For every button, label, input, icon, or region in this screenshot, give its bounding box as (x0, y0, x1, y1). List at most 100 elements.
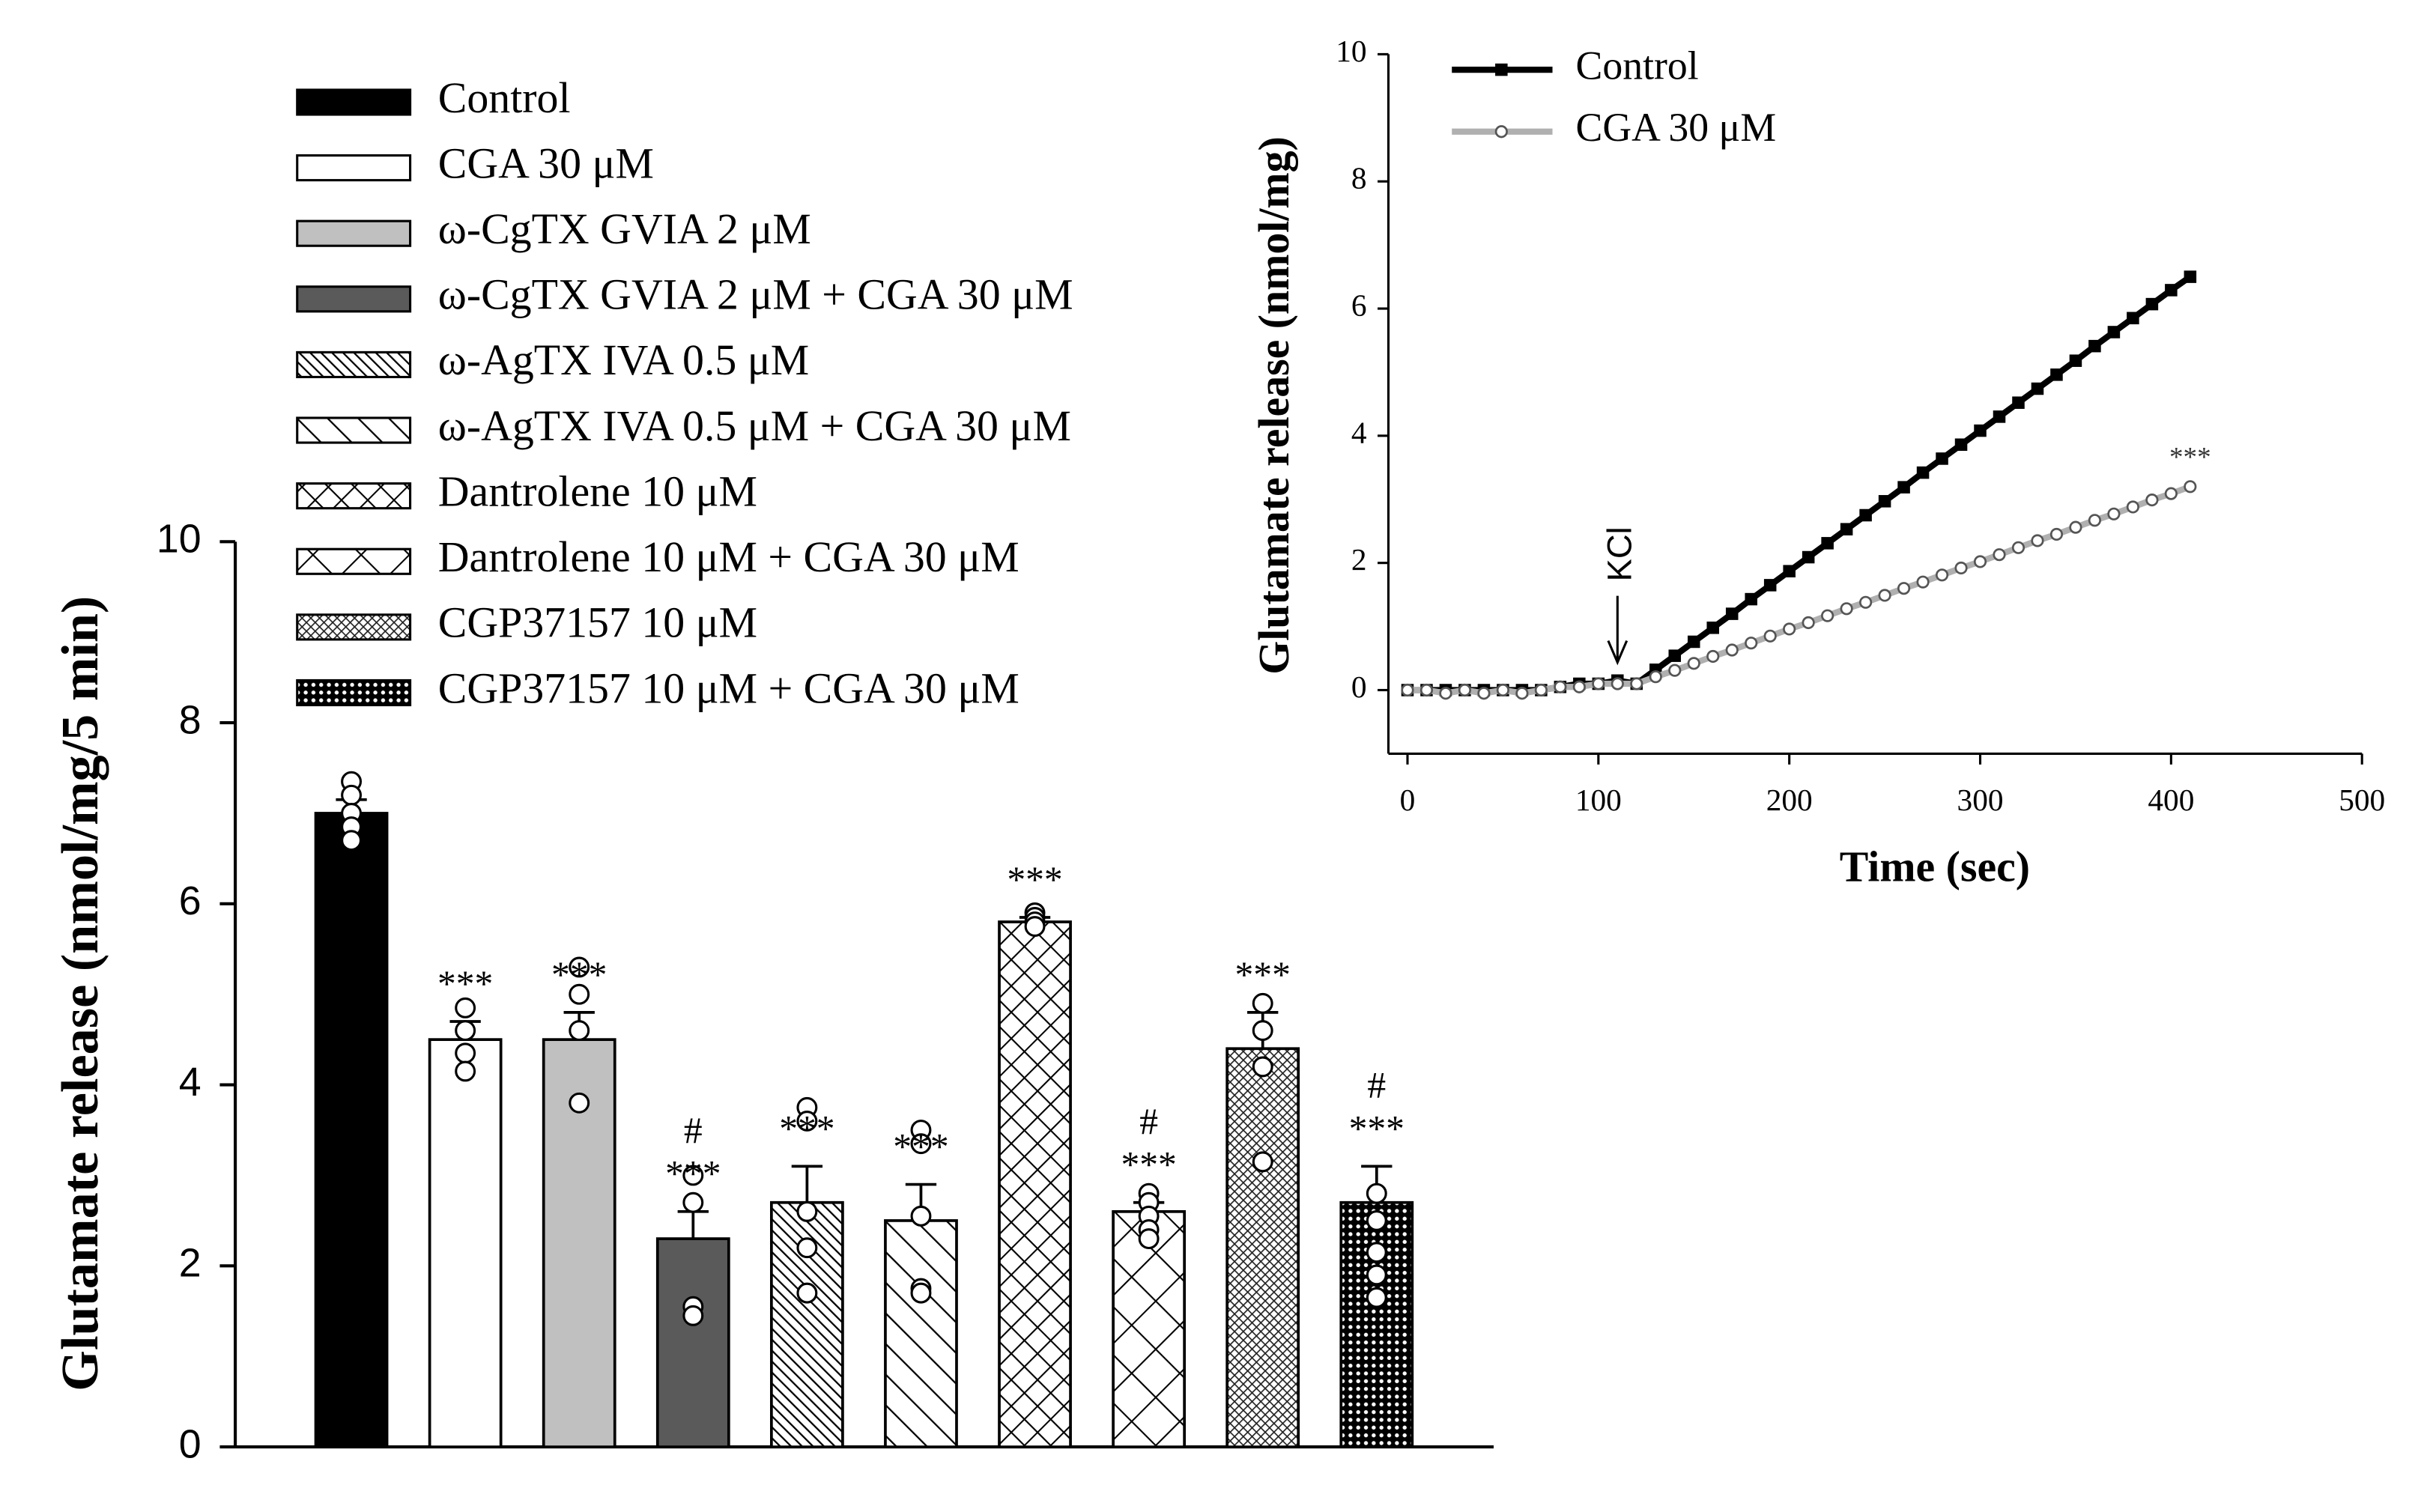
legend-label: Dantrolene 10 μM (438, 467, 757, 515)
data-point (1252, 1020, 1273, 1042)
data-point (2031, 534, 2044, 547)
y-axis-title: Glutamate release (nmol/mg) (1249, 136, 1298, 675)
data-point (1366, 1264, 1387, 1286)
arrow (1607, 595, 1628, 666)
data-point (1630, 677, 1643, 690)
data-point (1859, 508, 1872, 522)
data-point (796, 1200, 818, 1222)
legend-swatch (296, 285, 412, 313)
data-point (1668, 664, 1682, 677)
data-point (1366, 1209, 1387, 1231)
hash-label: # (1367, 1064, 1386, 1105)
y-tick-label: 2 (179, 1241, 202, 1286)
y-axis-title: Glutamate release (nmol/mg/5 min) (51, 596, 109, 1391)
bar (1339, 1200, 1414, 1448)
y-tick-label: 6 (179, 878, 202, 923)
data-point (2145, 494, 2159, 507)
data-point (2012, 396, 2025, 409)
data-point (1366, 1287, 1387, 1308)
data-point (2031, 382, 2044, 395)
y-tick-label: 2 (1351, 542, 1367, 577)
data-point (1821, 537, 1834, 550)
data-point (1366, 1242, 1387, 1263)
data-point (796, 1237, 818, 1259)
significance-label: *** (1349, 1108, 1405, 1149)
data-point (1878, 495, 1891, 508)
legend-swatch (296, 482, 412, 510)
data-point (1783, 565, 1796, 577)
data-point (1974, 424, 1987, 437)
data-point (1763, 579, 1777, 592)
bar (884, 1219, 958, 1448)
x-tick-label: 0 (1400, 783, 1416, 817)
significance-label: *** (779, 1108, 834, 1149)
legend-label: ω-AgTX IVA 0.5 μM + CGA 30 μM (438, 401, 1071, 450)
data-point (455, 1042, 476, 1064)
data-point (2069, 520, 2082, 534)
y-tick-label: 8 (1351, 161, 1367, 195)
data-point (1706, 622, 1719, 634)
data-point (1366, 1182, 1387, 1204)
data-point (2164, 487, 2178, 500)
data-point (2145, 297, 2159, 311)
data-point (1840, 523, 1853, 535)
data-point (1592, 677, 1605, 690)
data-point (2069, 354, 2082, 367)
data-point (569, 983, 590, 1005)
data-point (1936, 452, 1948, 465)
data-point (341, 830, 363, 851)
hash-label: # (1139, 1101, 1158, 1142)
data-point (1802, 550, 1815, 564)
significance-label: *** (665, 1153, 721, 1194)
data-point (1745, 592, 1757, 606)
data-point (796, 1282, 818, 1304)
bar (1225, 1047, 1300, 1448)
legend-swatch (296, 350, 412, 379)
data-point (2011, 541, 2025, 554)
legend-label: ω-CgTX GVIA 2 μM (438, 204, 811, 253)
data-point (1419, 683, 1434, 697)
y-tick-label: 0 (179, 1421, 202, 1466)
data-point (796, 1110, 818, 1132)
legend-swatch (296, 678, 412, 707)
x-tick-label: 200 (1766, 783, 1813, 817)
x-axis-title: Time (sec) (1840, 842, 2030, 891)
legend-label: Control (438, 73, 571, 122)
data-point (2126, 500, 2139, 514)
hash-label: # (684, 1110, 703, 1151)
data-point (1138, 1228, 1160, 1250)
significance-label: *** (2169, 442, 2211, 473)
bar (655, 1237, 730, 1448)
bar (998, 920, 1072, 1448)
legend-label: CGP37157 10 μM + CGA 30 μM (438, 664, 1019, 712)
legend-label: ω-CgTX GVIA 2 μM + CGA 30 μM (438, 270, 1073, 319)
significance-label: *** (551, 954, 607, 995)
bar (314, 812, 389, 1448)
data-point (1477, 687, 1491, 700)
x-tick-label: 100 (1575, 783, 1622, 817)
significance-label: *** (1121, 1144, 1176, 1185)
bar (428, 1038, 503, 1448)
legend-swatch (296, 547, 412, 575)
legend-label: Dantrolene 10 μM + CGA 30 μM (438, 532, 1019, 581)
y-tick-label: 10 (157, 517, 202, 562)
data-point (1973, 555, 1987, 568)
data-point (1252, 992, 1273, 1014)
data-point (1496, 683, 1509, 697)
data-point (1935, 568, 1949, 582)
legend-label: Control (1576, 43, 1699, 88)
data-point (1725, 643, 1739, 657)
data-point (1611, 677, 1624, 690)
significance-label: *** (1007, 859, 1062, 900)
data-point (1993, 410, 2006, 423)
data-point (1783, 622, 1796, 636)
data-point (1458, 683, 1472, 697)
bar (1112, 1209, 1187, 1448)
data-point (1745, 637, 1758, 650)
data-point (2088, 514, 2102, 527)
error-bar (677, 1209, 709, 1239)
data-point (1439, 687, 1452, 700)
data-point (1878, 589, 1891, 602)
data-point (341, 784, 363, 806)
